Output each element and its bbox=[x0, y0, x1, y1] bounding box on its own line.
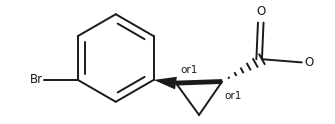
Text: or1: or1 bbox=[224, 91, 242, 101]
Text: O: O bbox=[257, 5, 266, 18]
Text: O: O bbox=[304, 56, 314, 69]
Text: Br: Br bbox=[30, 73, 43, 86]
Text: or1: or1 bbox=[181, 65, 198, 75]
Polygon shape bbox=[154, 77, 177, 89]
